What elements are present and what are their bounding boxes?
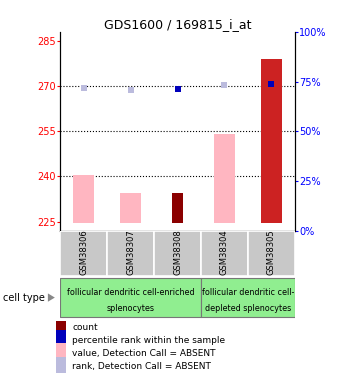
Bar <box>73 175 94 223</box>
Text: GSM38306: GSM38306 <box>79 230 88 275</box>
Text: rank, Detection Call = ABSENT: rank, Detection Call = ABSENT <box>72 362 211 371</box>
Point <box>175 86 180 92</box>
Text: GSM38304: GSM38304 <box>220 230 229 275</box>
Bar <box>248 231 295 276</box>
Point <box>222 82 227 88</box>
Bar <box>56 344 66 363</box>
Bar <box>60 231 107 276</box>
Bar <box>56 330 66 350</box>
Text: percentile rank within the sample: percentile rank within the sample <box>72 336 225 345</box>
Bar <box>60 278 201 317</box>
Bar <box>56 317 66 337</box>
Bar <box>107 231 154 276</box>
Bar <box>201 231 248 276</box>
Bar <box>201 278 295 317</box>
Point <box>81 85 86 91</box>
Text: follicular dendritic cell-enriched: follicular dendritic cell-enriched <box>67 288 194 297</box>
Text: count: count <box>72 322 98 332</box>
Bar <box>172 193 184 223</box>
Bar <box>56 357 66 375</box>
Text: GSM38308: GSM38308 <box>173 230 182 275</box>
Text: follicular dendritic cell-: follicular dendritic cell- <box>202 288 294 297</box>
Title: GDS1600 / 169815_i_at: GDS1600 / 169815_i_at <box>104 18 251 31</box>
Text: splenocytes: splenocytes <box>107 304 154 313</box>
Bar <box>214 134 235 223</box>
Bar <box>120 193 141 223</box>
Text: depleted splenocytes: depleted splenocytes <box>205 304 291 313</box>
Bar <box>154 231 201 276</box>
Point <box>269 81 274 87</box>
Text: cell type: cell type <box>3 292 45 303</box>
Text: value, Detection Call = ABSENT: value, Detection Call = ABSENT <box>72 349 215 358</box>
Point <box>128 87 133 93</box>
Text: GSM38307: GSM38307 <box>126 230 135 275</box>
Bar <box>261 59 282 223</box>
Text: GSM38305: GSM38305 <box>267 230 276 275</box>
